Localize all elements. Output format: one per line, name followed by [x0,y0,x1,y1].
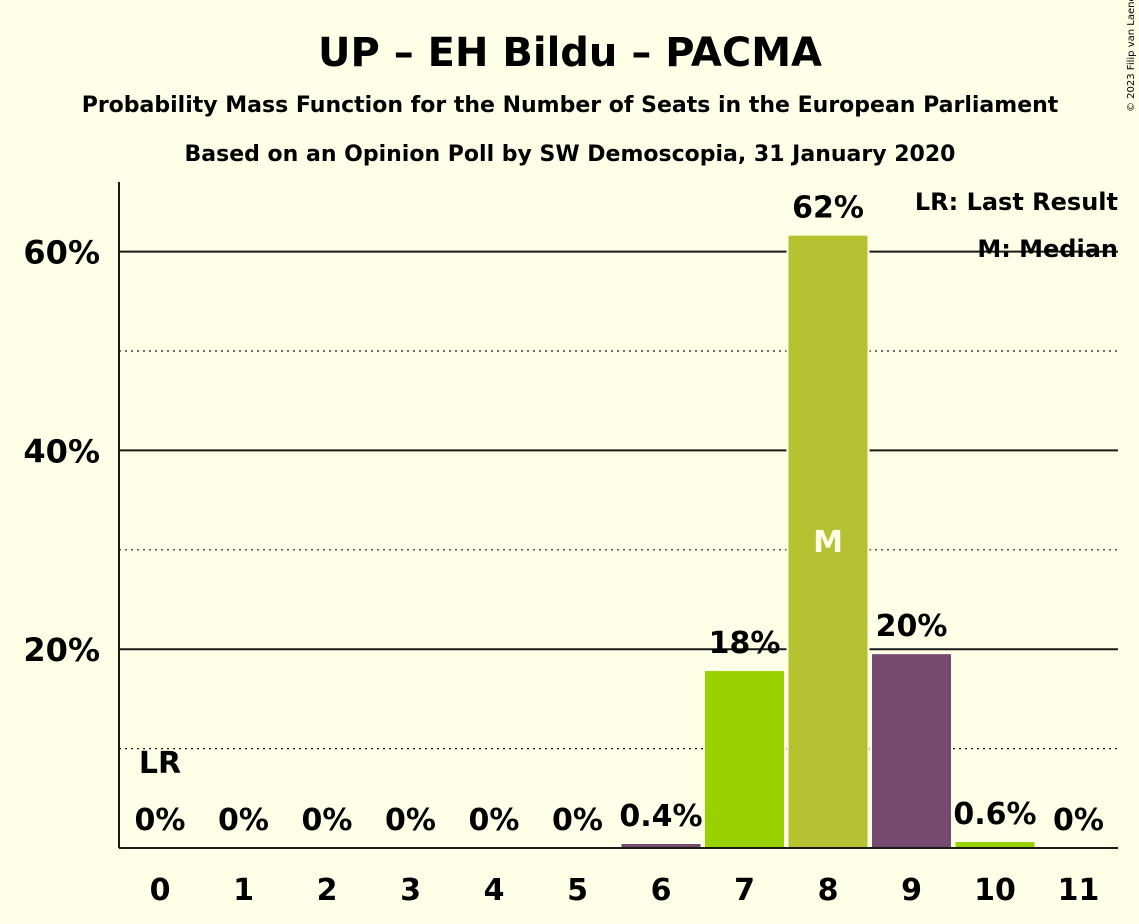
bar-seats-9 [872,654,951,848]
grid: 20% 40% 60% [23,234,1118,750]
bar-seats-10 [955,842,1035,848]
bar-value-label: 0% [385,803,436,838]
x-tick-label: 8 [818,873,839,908]
y-tick-label: 40% [23,432,100,470]
y-tick-label: 60% [23,234,100,272]
bar-value-label: 0.6% [953,797,1036,832]
bar-seats-6 [621,844,701,848]
labels: 00%LR10%20%30%40%50%60.4%718%862%M920%10… [135,191,1104,908]
axes [118,182,1118,849]
y-tick-label: 20% [23,631,100,669]
median-marker: M [813,525,843,560]
bar-value-label: 0% [302,803,353,838]
copyright-text: © 2023 Filip van Laenen [1126,0,1137,112]
legend-median: M: Median [977,235,1118,263]
bar-value-label: 62% [792,191,864,226]
chart-title: UP – EH Bildu – PACMA [318,30,822,76]
bar-value-label: 0% [469,803,520,838]
bar-value-label: 18% [709,626,781,661]
legend-last-result: LR: Last Result [915,188,1118,216]
x-tick-label: 10 [974,873,1016,908]
bar-value-label: 0% [135,803,186,838]
bar-seats-7 [705,671,784,848]
x-tick-label: 2 [317,873,338,908]
chart-subtitle: Probability Mass Function for the Number… [82,93,1059,118]
bar-seats-8 [788,235,868,848]
x-tick-label: 4 [484,873,505,908]
x-tick-label: 1 [233,873,254,908]
x-tick-label: 6 [651,873,672,908]
bars [619,234,1037,848]
last-result-marker: LR [139,746,181,781]
x-tick-label: 7 [734,873,755,908]
x-tick-label: 3 [400,873,421,908]
x-tick-label: 9 [901,873,922,908]
chart-subtitle-source: Based on an Opinion Poll by SW Demoscopi… [185,142,956,167]
bar-value-label: 0.4% [619,799,702,834]
x-tick-label: 5 [567,873,588,908]
bar-value-label: 20% [876,609,948,644]
bar-value-label: 0% [552,803,603,838]
bar-value-label: 0% [218,803,269,838]
x-tick-label: 11 [1058,873,1100,908]
x-tick-label: 0 [150,873,171,908]
bar-value-label: 0% [1053,803,1104,838]
